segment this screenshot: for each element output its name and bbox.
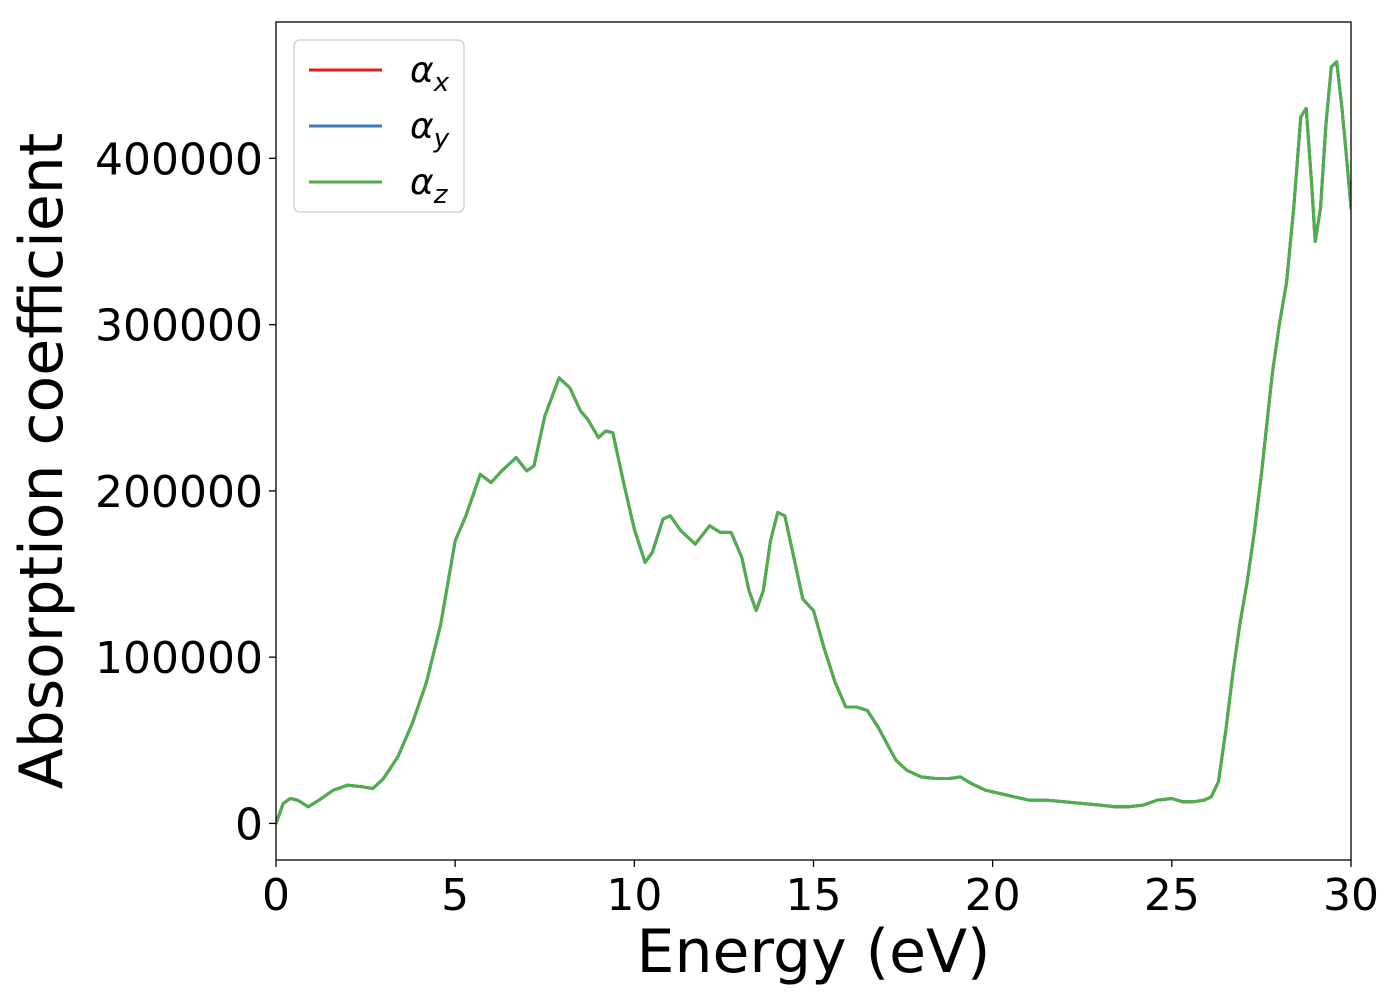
- x-tick-label: 15: [786, 870, 842, 921]
- x-axis-ticks: 0 5 10 15 20 25 30: [262, 860, 1379, 921]
- series-layer: [276, 60, 1351, 825]
- series-line-alpha-z: [276, 60, 1351, 825]
- x-tick-label: 25: [1144, 870, 1200, 921]
- x-tick-label: 0: [262, 870, 290, 921]
- x-axis-label: Energy (eV): [637, 917, 991, 987]
- y-tick-label: 100000: [95, 633, 263, 684]
- y-tick-label: 300000: [95, 301, 263, 352]
- legend-label-alpha-x: αx: [410, 50, 450, 98]
- x-tick-label: 20: [965, 870, 1021, 921]
- legend-label-alpha-y: αy: [410, 106, 450, 154]
- y-tick-label: 0: [235, 799, 263, 850]
- x-tick-label: 30: [1323, 870, 1379, 921]
- y-tick-label: 200000: [95, 467, 263, 518]
- y-axis-label: Absorption coefficient: [7, 133, 77, 790]
- x-tick-label: 5: [441, 870, 469, 921]
- y-tick-label: 400000: [95, 134, 263, 185]
- y-axis-ticks: 0 100000 200000 300000 400000: [95, 134, 276, 850]
- x-tick-label: 10: [606, 870, 662, 921]
